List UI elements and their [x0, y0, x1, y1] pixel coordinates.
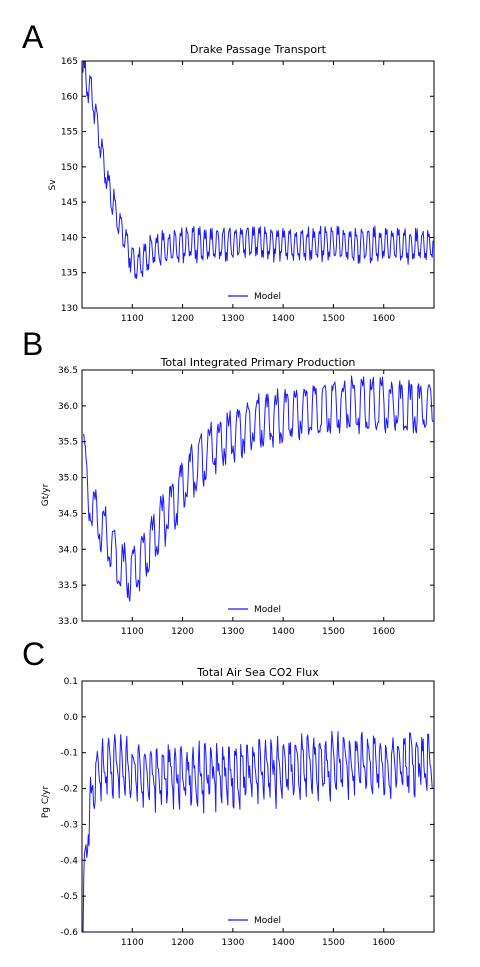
- panel-c-title: Total Air Sea CO2 Flux: [196, 666, 319, 679]
- panel-a-axes-frame: [81, 60, 435, 309]
- panel-a-ytick-label: 130: [61, 304, 78, 314]
- panel-c-plot-area: 1100 1200 1300 1400 1500 1600 -0.6 -0.5 -0.4 -0.3…: [60, 677, 435, 948]
- panel-a-letter: A: [22, 19, 44, 55]
- panel-c-xtick-label: 1400: [272, 938, 295, 948]
- panel-c-axes-frame: [81, 680, 435, 933]
- panel-a-legend-label: Model: [254, 292, 281, 302]
- panel-b: B Total Integrated Primary Production Gt…: [22, 326, 435, 637]
- panel-c-xtick-label: 1200: [171, 938, 194, 948]
- panel-a-ytick-label: 140: [61, 233, 78, 243]
- panel-a-ytick-label: 165: [61, 57, 78, 67]
- panel-a-ytick-label: 135: [61, 269, 78, 279]
- panel-c-ytick-label: -0.2: [60, 785, 78, 795]
- panel-b-letter: B: [22, 326, 43, 362]
- panel-b-ytick-label: 33.5: [58, 581, 78, 591]
- panel-c-xtick-label: 1600: [372, 938, 395, 948]
- panel-c-ytick-label: -0.4: [60, 856, 78, 866]
- panel-a-xtick-label: 1300: [221, 314, 244, 324]
- panel-c-series-line: [82, 730, 434, 932]
- panel-c-ytick-label: 0.1: [64, 677, 78, 687]
- panel-c: C Total Air Sea CO2 Flux Pg C/yr 1100 120…: [22, 636, 435, 948]
- panel-b-xtick-label: 1200: [171, 627, 194, 637]
- panel-c-ylabel: Pg C/yr: [41, 786, 51, 819]
- panel-a: A Drake Passage Transport Sv 1100 1200 130…: [22, 19, 435, 324]
- panel-b-xtick-label: 1500: [322, 627, 345, 637]
- panel-b-ytick-label: 34.5: [58, 509, 78, 519]
- panel-c-ytick-label: -0.6: [60, 928, 78, 938]
- panel-b-xtick-label: 1600: [372, 627, 395, 637]
- panel-b-legend-label: Model: [254, 605, 281, 615]
- panel-c-xtick-label: 1100: [121, 938, 144, 948]
- panel-c-letter: C: [22, 636, 45, 672]
- panel-b-ytick-label: 36.5: [58, 366, 78, 376]
- panel-b-ytick-label: 33.0: [58, 617, 78, 627]
- panel-b-ytick-label: 36.0: [58, 402, 78, 412]
- panel-a-title: Drake Passage Transport: [190, 43, 327, 56]
- panel-b-plot-area: 1100 1200 1300 1400 1500 1600 33.0 33.5 34.0 34.5…: [58, 366, 435, 637]
- panel-a-ytick-label: 150: [61, 163, 78, 173]
- panel-b-ytick-label: 35.0: [58, 474, 78, 484]
- panel-a-xtick-label: 1500: [322, 314, 345, 324]
- panel-b-xtick-label: 1400: [272, 627, 295, 637]
- panel-b-title: Total Integrated Primary Production: [160, 356, 356, 369]
- panel-b-ytick-label: 34.0: [58, 545, 78, 555]
- panel-c-legend-label: Model: [254, 916, 281, 926]
- panel-a-ytick-label: 160: [61, 92, 78, 102]
- panel-b-ytick-label: 35.5: [58, 438, 78, 448]
- panel-b-axes-frame: [81, 369, 435, 622]
- panel-a-plot-area: 1100 1200 1300 1400 1500 1600 130 135 140 145 150 1…: [61, 57, 435, 324]
- panel-c-xtick-label: 1500: [322, 938, 345, 948]
- panel-c-ytick-label: -0.3: [60, 820, 78, 830]
- panel-b-series-line: [82, 375, 434, 602]
- panel-a-series-line: [82, 61, 434, 279]
- panel-a-xtick-label: 1200: [171, 314, 194, 324]
- panel-c-xtick-label: 1300: [221, 938, 244, 948]
- panel-c-ytick-label: -0.1: [60, 749, 78, 759]
- panel-a-xtick-label: 1400: [272, 314, 295, 324]
- panel-a-ylabel: Sv: [48, 179, 58, 191]
- panel-c-ytick-label: 0.0: [64, 713, 79, 723]
- panel-a-ytick-label: 145: [61, 198, 78, 208]
- panel-a-ytick-label: 155: [61, 128, 78, 138]
- panel-b-xtick-label: 1300: [221, 627, 244, 637]
- panel-a-xtick-label: 1100: [121, 314, 144, 324]
- panel-b-ylabel: Gt/yr: [41, 483, 51, 506]
- panel-c-ytick-label: -0.5: [60, 892, 78, 902]
- panel-b-xtick-label: 1100: [121, 627, 144, 637]
- panel-a-xtick-label: 1600: [372, 314, 395, 324]
